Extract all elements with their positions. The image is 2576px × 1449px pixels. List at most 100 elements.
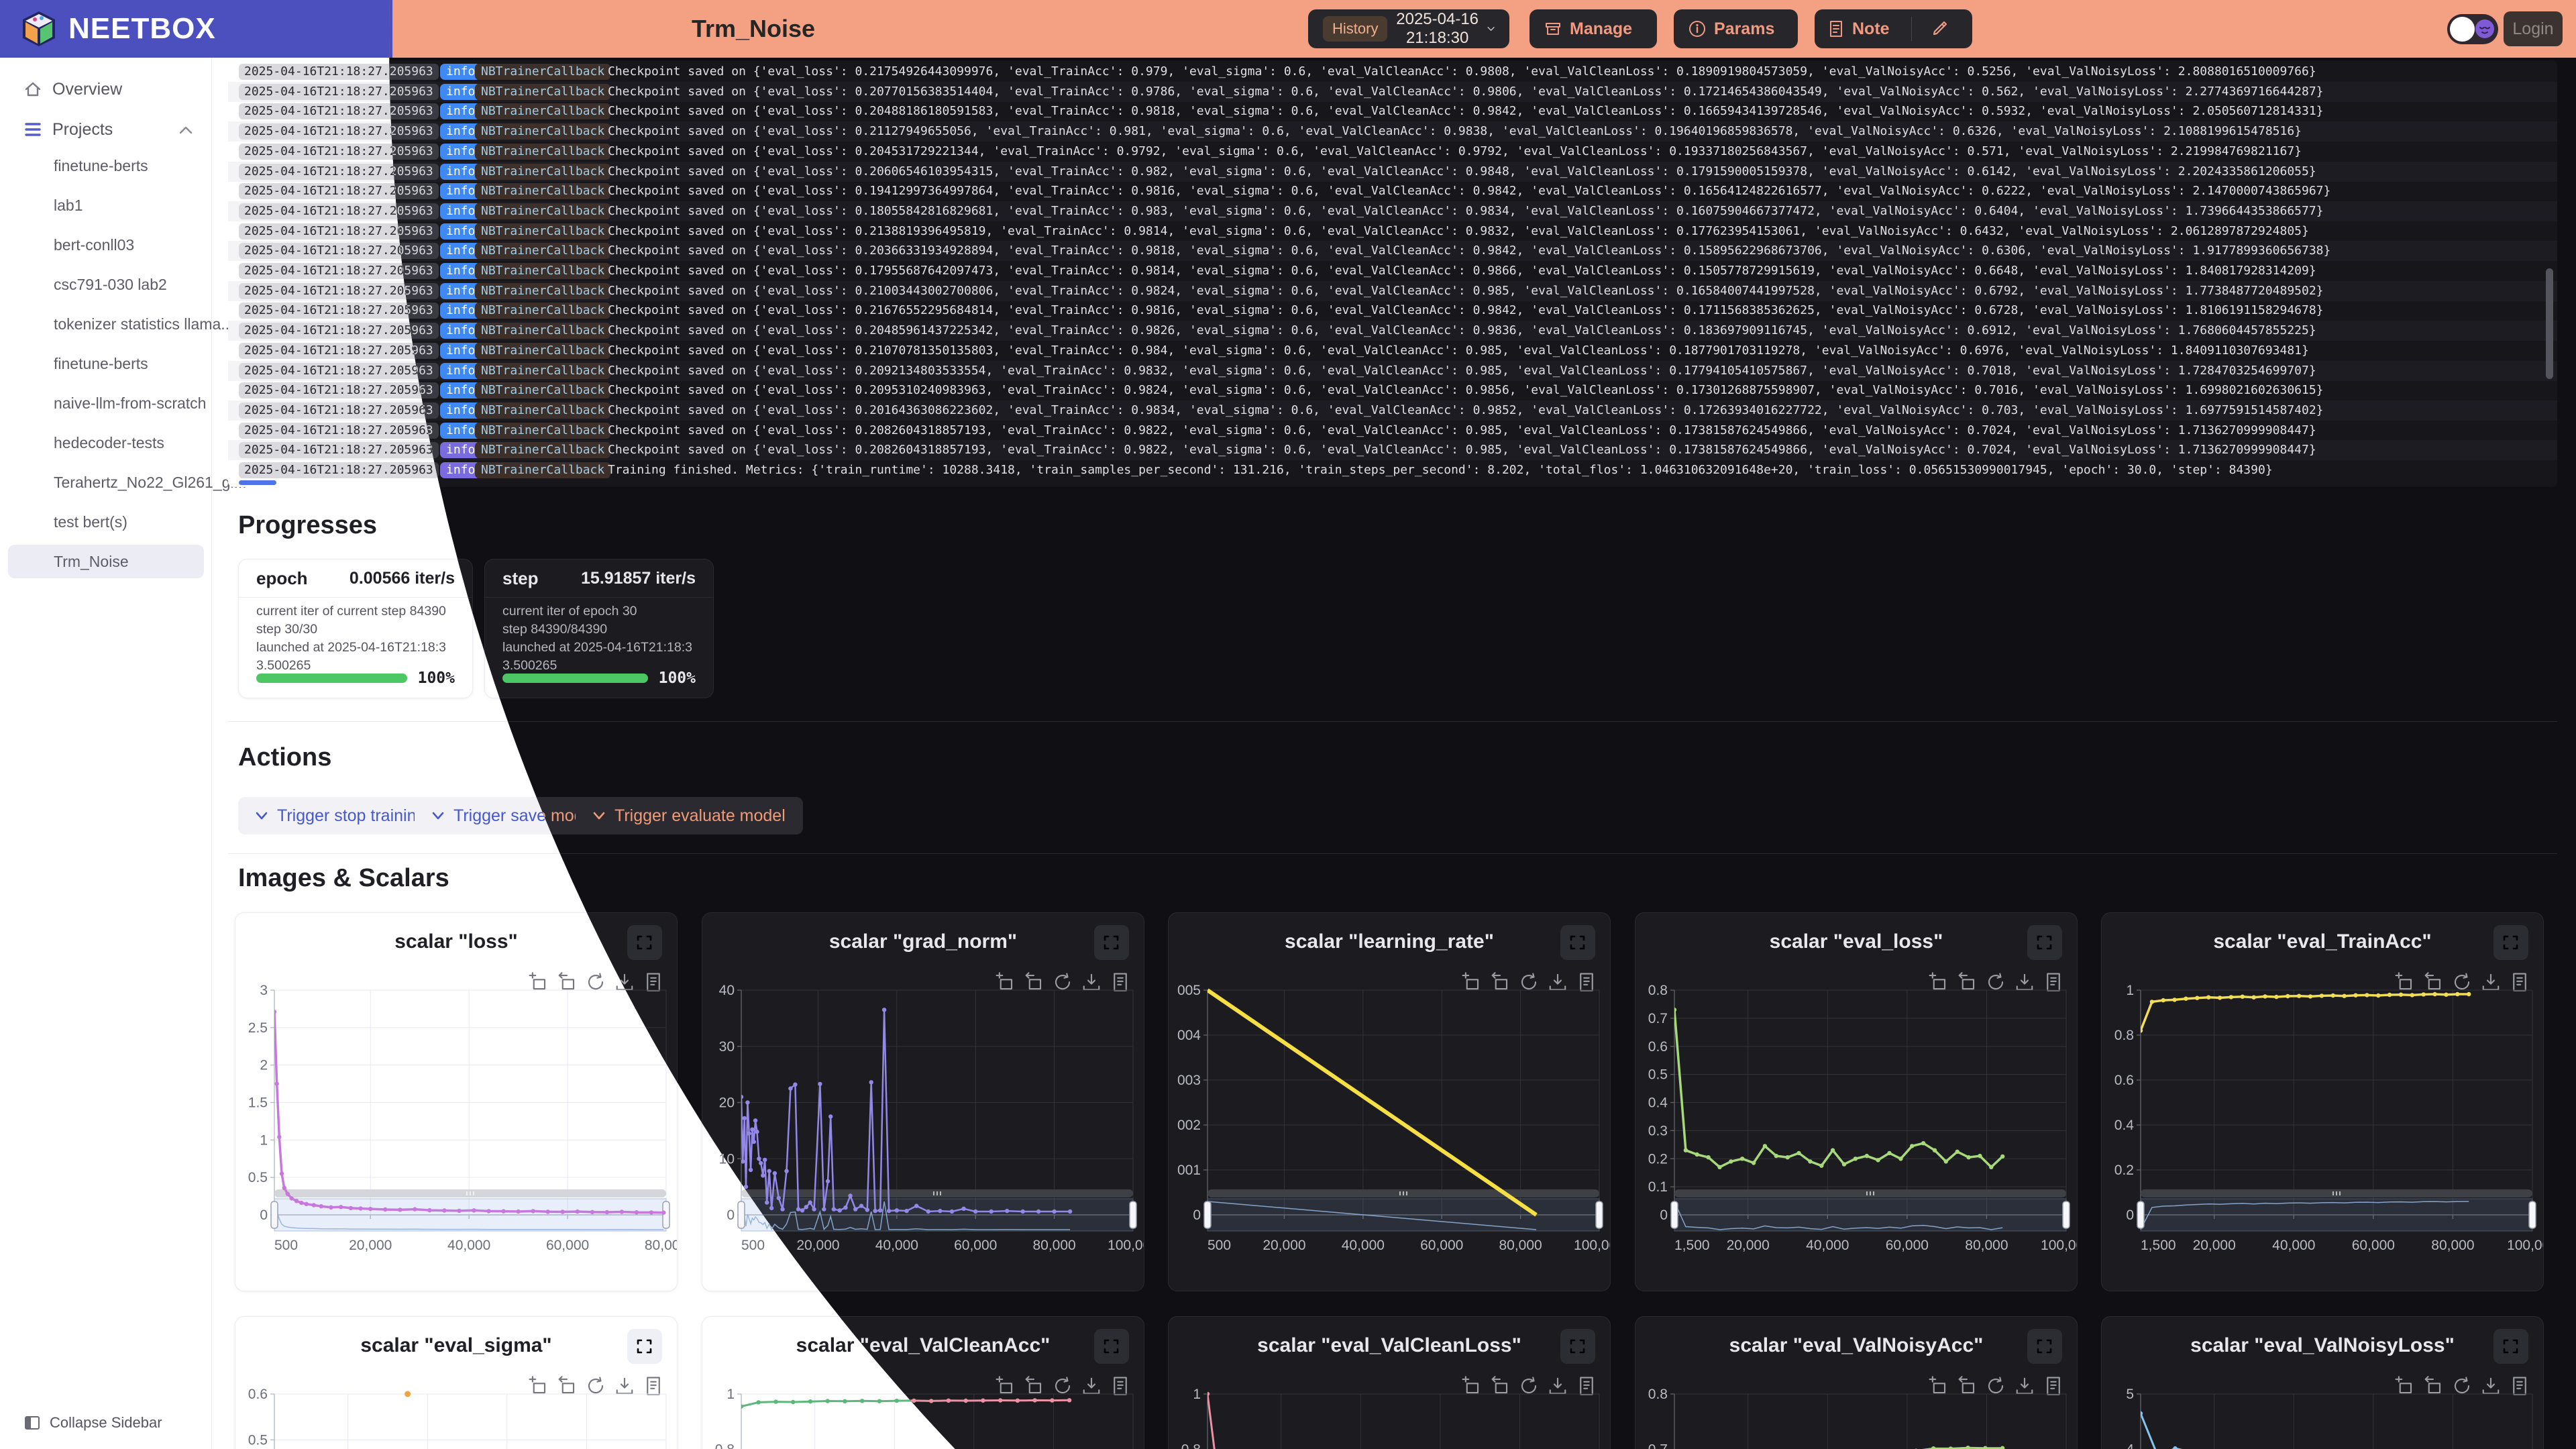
svg-text:40,000: 40,000 bbox=[875, 1238, 918, 1253]
log-timestamp: 2025-04-16T21:18:27.205963 bbox=[239, 382, 439, 399]
log-timestamp: 2025-04-16T21:18:27.205963 bbox=[239, 282, 439, 299]
chart-plot[interactable]: 0 0.5 1 1.5 2 2.5 3 500 20,000 40,000 60,000 80,000 bbox=[235, 913, 678, 1291]
svg-text:100,000: 100,000 bbox=[1574, 1238, 1611, 1253]
svg-text:1,500: 1,500 bbox=[1674, 1238, 1710, 1253]
svg-text:005: 005 bbox=[1177, 983, 1201, 998]
collapse-sidebar-icon bbox=[25, 1416, 40, 1430]
log-timestamp: 2025-04-16T21:18:27.205963 bbox=[239, 342, 439, 359]
log-timestamp: 2025-04-16T21:18:27.205963 bbox=[239, 323, 439, 339]
progress-rate: 0.00566 iter/s bbox=[349, 568, 455, 588]
y-tick-label: 0 bbox=[260, 1208, 268, 1223]
svg-text:40,000: 40,000 bbox=[1806, 1238, 1849, 1253]
sidebar-item-bert-conll03[interactable]: bert-conll03 bbox=[8, 228, 204, 262]
svg-text:20: 20 bbox=[719, 1095, 735, 1111]
sidebar-item-label: Trm_Noise bbox=[54, 552, 129, 570]
svg-text:0: 0 bbox=[2126, 1208, 2134, 1223]
toolbox-refresh-icon[interactable] bbox=[586, 972, 606, 992]
sidebar-item-overview[interactable]: Overview bbox=[0, 72, 211, 106]
datazoom-handle-right[interactable] bbox=[662, 1201, 670, 1229]
svg-text:30: 30 bbox=[719, 1039, 735, 1055]
chevron-down-icon bbox=[256, 812, 268, 820]
svg-text:60,000: 60,000 bbox=[2352, 1238, 2395, 1253]
svg-text:0: 0 bbox=[1193, 1208, 1201, 1223]
sidebar-overview-label: Overview bbox=[52, 79, 123, 99]
progress-card-epoch: epoch 0.00566 iter/s current iter of curre… bbox=[238, 559, 473, 698]
svg-text:4: 4 bbox=[2126, 1442, 2134, 1449]
y-tick-label: 0.8 bbox=[715, 1442, 735, 1449]
svg-text:60,000: 60,000 bbox=[1420, 1238, 1463, 1253]
sidebar-item-terahertz-no22-gl261-gl-[interactable]: Terahertz_No22_Gl261_gl... bbox=[8, 466, 247, 499]
svg-text:0.7: 0.7 bbox=[1648, 1011, 1668, 1026]
toolbox-refresh-icon[interactable] bbox=[586, 1376, 606, 1396]
svg-text:40,000: 40,000 bbox=[1342, 1238, 1385, 1253]
sidebar-item-label: finetune-berts bbox=[54, 156, 148, 174]
sidebar-item-hedecoder-tests[interactable]: hedecoder-tests bbox=[8, 426, 204, 460]
images-scalars-heading: Images & Scalars bbox=[238, 864, 449, 892]
sidebar: Overview Projects finetune-berts lab1 bert-c… bbox=[0, 58, 247, 1449]
sidebar-item-tokenizer-statistics-llama-[interactable]: tokenizer statistics llama... bbox=[8, 307, 233, 341]
progress-card-header: epoch 0.00566 iter/s bbox=[239, 559, 472, 598]
svg-text:80,000: 80,000 bbox=[1032, 1238, 1075, 1253]
svg-text:40: 40 bbox=[719, 983, 735, 998]
svg-text:0.4: 0.4 bbox=[1648, 1095, 1668, 1111]
svg-text:0.8: 0.8 bbox=[1648, 1387, 1668, 1402]
y-tick-label: 0 bbox=[727, 1208, 735, 1223]
brand-name: NEETBOX bbox=[68, 12, 216, 45]
svg-text:0.8: 0.8 bbox=[1648, 983, 1668, 998]
toolbox-zoom-back-icon[interactable] bbox=[557, 1376, 577, 1396]
sidebar-item-lab1[interactable]: lab1 bbox=[8, 189, 204, 222]
log-timestamp: 2025-04-16T21:18:27.205963 bbox=[239, 442, 439, 459]
collapse-sidebar-button[interactable]: Collapse Sidebar bbox=[0, 1407, 211, 1438]
y-tick-label: 2 bbox=[260, 1058, 268, 1073]
chart-title: scalar "loss" bbox=[394, 930, 518, 953]
svg-text:0.4: 0.4 bbox=[2114, 1118, 2135, 1133]
svg-text:1,500: 1,500 bbox=[2141, 1238, 2176, 1253]
svg-text:004: 004 bbox=[1177, 1028, 1201, 1043]
action-button-trigger-stop-training[interactable]: Trigger stop training bbox=[238, 797, 443, 835]
expand-chart-button[interactable] bbox=[627, 1329, 662, 1364]
log-timestamp: 2025-04-16T21:18:27.205963 bbox=[239, 462, 439, 478]
sidebar-item-label: Terahertz_No22_Gl261_gl... bbox=[54, 473, 247, 491]
console-horizontal-scrollbar[interactable] bbox=[239, 480, 276, 485]
progress-name: epoch bbox=[256, 568, 308, 588]
sidebar-item-test-bert-s-[interactable]: test bert(s) bbox=[8, 505, 204, 539]
x-tick-label: 500 bbox=[741, 1238, 765, 1253]
svg-text:1: 1 bbox=[2126, 983, 2134, 998]
y-tick-label: 1.5 bbox=[248, 1095, 268, 1111]
chart-plot[interactable]: 0.40.50.61,50020,00040,00060,00080,00010… bbox=[235, 1317, 678, 1449]
datazoom-handle-left[interactable] bbox=[270, 1201, 278, 1229]
sidebar-item-finetune-berts[interactable]: finetune-berts bbox=[8, 347, 204, 380]
svg-text:5: 5 bbox=[2126, 1387, 2134, 1402]
svg-text:20,000: 20,000 bbox=[796, 1238, 839, 1253]
toolbox-zoom-icon[interactable] bbox=[528, 972, 548, 992]
toolbox-zoom-back-icon[interactable] bbox=[557, 972, 577, 992]
sidebar-item-naive-llm-from-scratch[interactable]: naive-llm-from-scratch bbox=[8, 386, 206, 420]
y-tick-label: 2.5 bbox=[248, 1020, 268, 1036]
svg-text:20,000: 20,000 bbox=[1727, 1238, 1770, 1253]
y-tick-label: 3 bbox=[260, 983, 268, 998]
datazoom-handle-left[interactable] bbox=[737, 1201, 745, 1229]
chevron-up-icon[interactable] bbox=[179, 126, 193, 134]
sidebar-item-label: tokenizer statistics llama... bbox=[54, 315, 234, 333]
sidebar-item-label: hedecoder-tests bbox=[54, 433, 164, 451]
sidebar-item-csc791-030-lab2[interactable]: csc791-030 lab2 bbox=[8, 268, 204, 301]
sidebar-projects-header[interactable]: Projects bbox=[0, 113, 211, 146]
svg-text:0.6: 0.6 bbox=[2114, 1073, 2134, 1088]
svg-text:0.1: 0.1 bbox=[1648, 1179, 1668, 1195]
chart-title: scalar "eval_sigma" bbox=[360, 1334, 552, 1356]
sidebar-item-trm-noise[interactable]: Trm_Noise bbox=[8, 545, 204, 578]
chevron-down-icon bbox=[432, 812, 444, 820]
scalar-card-eval_sigma: scalar "eval_sigma"0.40.50.61,50020,0004… bbox=[235, 1316, 678, 1449]
log-timestamp: 2025-04-16T21:18:27.205963 bbox=[239, 362, 439, 379]
x-tick-label: 40,000 bbox=[447, 1238, 490, 1253]
actions-heading: Actions bbox=[238, 743, 332, 771]
progress-percent: 100% bbox=[417, 669, 455, 687]
sidebar-item-finetune-berts[interactable]: finetune-berts bbox=[8, 149, 204, 182]
svg-text:0.5: 0.5 bbox=[1648, 1067, 1668, 1083]
toolbox-download-icon[interactable] bbox=[614, 1376, 635, 1396]
svg-text:60,000: 60,000 bbox=[954, 1238, 997, 1253]
svg-text:20,000: 20,000 bbox=[2193, 1238, 2236, 1253]
progress-description: current iter of current step 84390 step … bbox=[256, 604, 446, 673]
toolbox-zoom-icon[interactable] bbox=[528, 1376, 548, 1396]
svg-text:0.3: 0.3 bbox=[1648, 1123, 1668, 1138]
